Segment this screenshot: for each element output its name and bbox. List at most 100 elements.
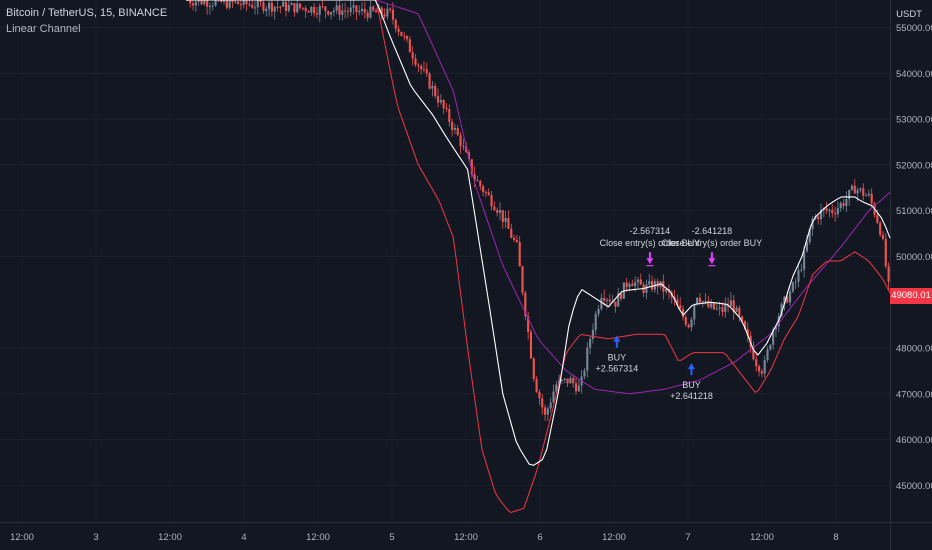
candle-body <box>825 208 828 211</box>
candle-body <box>819 209 823 220</box>
candle-body <box>310 6 313 13</box>
candle-body <box>279 6 282 8</box>
candle-body <box>391 9 395 20</box>
candle-body <box>203 0 206 5</box>
candle-body <box>800 269 803 271</box>
candle-body <box>808 228 811 243</box>
candle-body <box>290 3 293 6</box>
candle-body <box>329 12 333 15</box>
candle-body <box>735 307 738 312</box>
candle-body <box>436 96 440 103</box>
symbol-title[interactable]: Bitcoin / TetherUS, 15, BINANCE <box>6 7 168 19</box>
candle-body <box>335 5 338 11</box>
candle-body <box>484 191 487 193</box>
candle-body <box>220 0 223 2</box>
candle-body <box>324 6 327 12</box>
candle-body <box>459 135 462 147</box>
candle-body <box>636 279 640 283</box>
indicator-label[interactable]: Linear Channel <box>6 23 81 35</box>
candle-body <box>563 378 566 380</box>
candle-body <box>574 383 578 392</box>
candle-body <box>386 8 389 17</box>
candle-body <box>360 8 364 11</box>
close-arrow-icon <box>708 252 716 265</box>
candle-body <box>645 284 648 293</box>
x-tick-label: 6 <box>537 532 542 543</box>
candle-body <box>256 0 259 8</box>
candle-body <box>763 360 766 374</box>
candle-body <box>608 299 611 302</box>
candle-body <box>743 321 747 330</box>
candle-body <box>428 73 431 89</box>
candle-body <box>788 291 792 303</box>
candle-body <box>197 0 200 2</box>
candle-body <box>572 377 575 384</box>
candle-body <box>377 7 380 13</box>
candle-body <box>665 289 668 292</box>
candle-body <box>411 52 414 59</box>
candle-body <box>774 326 778 330</box>
candle-body <box>884 238 887 267</box>
candle-body <box>245 0 248 5</box>
candle-body <box>648 281 651 285</box>
candle-body <box>701 301 704 303</box>
candle-body <box>603 297 606 301</box>
y-tick-label: 48000.00 <box>896 344 932 355</box>
candle-body <box>425 69 428 74</box>
candle-body <box>389 8 392 10</box>
candle-body <box>270 2 273 12</box>
candle-body <box>698 297 701 303</box>
candle-body <box>445 107 448 109</box>
y-tick-label: 54000.00 <box>896 69 932 80</box>
last-price-tag: 49080.01 <box>890 288 932 304</box>
candle-body <box>242 0 245 5</box>
candle-body <box>414 58 417 65</box>
candle-body <box>253 7 257 9</box>
candle-body <box>442 100 445 108</box>
candle-body <box>473 174 476 181</box>
x-tick-label: 8 <box>833 532 838 543</box>
close-profit-label: -2.641218 <box>692 226 733 236</box>
candle-body <box>214 0 217 6</box>
candle-body <box>476 180 479 182</box>
candle-body <box>248 4 251 6</box>
candle-body <box>690 319 693 328</box>
candle-body <box>766 349 769 361</box>
candle-body <box>842 203 845 206</box>
candle-body <box>332 10 335 13</box>
candle-body <box>634 282 637 286</box>
candle-body <box>482 186 485 192</box>
candle-body <box>628 283 631 288</box>
lower-band-line <box>375 0 891 514</box>
candle-body <box>451 121 454 130</box>
chart-legend: Bitcoin / TetherUS, 15, BINANCE Linear C… <box>6 5 167 37</box>
candle-body <box>467 152 471 160</box>
candle-body <box>712 303 716 310</box>
candle-body <box>208 6 212 8</box>
candle-body <box>859 188 862 190</box>
candle-body <box>380 7 383 15</box>
candle-body <box>876 214 879 223</box>
candle-body <box>222 0 226 2</box>
candle-body <box>803 251 806 270</box>
candle-body <box>614 301 617 307</box>
candle-body <box>448 108 451 122</box>
candle-body <box>265 8 268 11</box>
candle-body <box>721 307 724 312</box>
candle-body <box>400 31 403 36</box>
candle-body <box>439 100 442 103</box>
candle-body <box>729 300 732 307</box>
candle-body <box>870 193 873 204</box>
buy-profit-label: +2.641218 <box>670 391 713 401</box>
candle-body <box>839 203 842 209</box>
buy-label: BUY <box>608 353 627 363</box>
candle-body <box>318 6 321 15</box>
candle-body <box>845 199 848 206</box>
candle-body <box>321 6 324 8</box>
candle-body <box>625 282 628 288</box>
candle-body <box>591 329 594 339</box>
candle-body <box>504 217 507 222</box>
close-order-label: Close entry(s) order BUY <box>600 238 701 248</box>
candle-body <box>284 1 288 11</box>
